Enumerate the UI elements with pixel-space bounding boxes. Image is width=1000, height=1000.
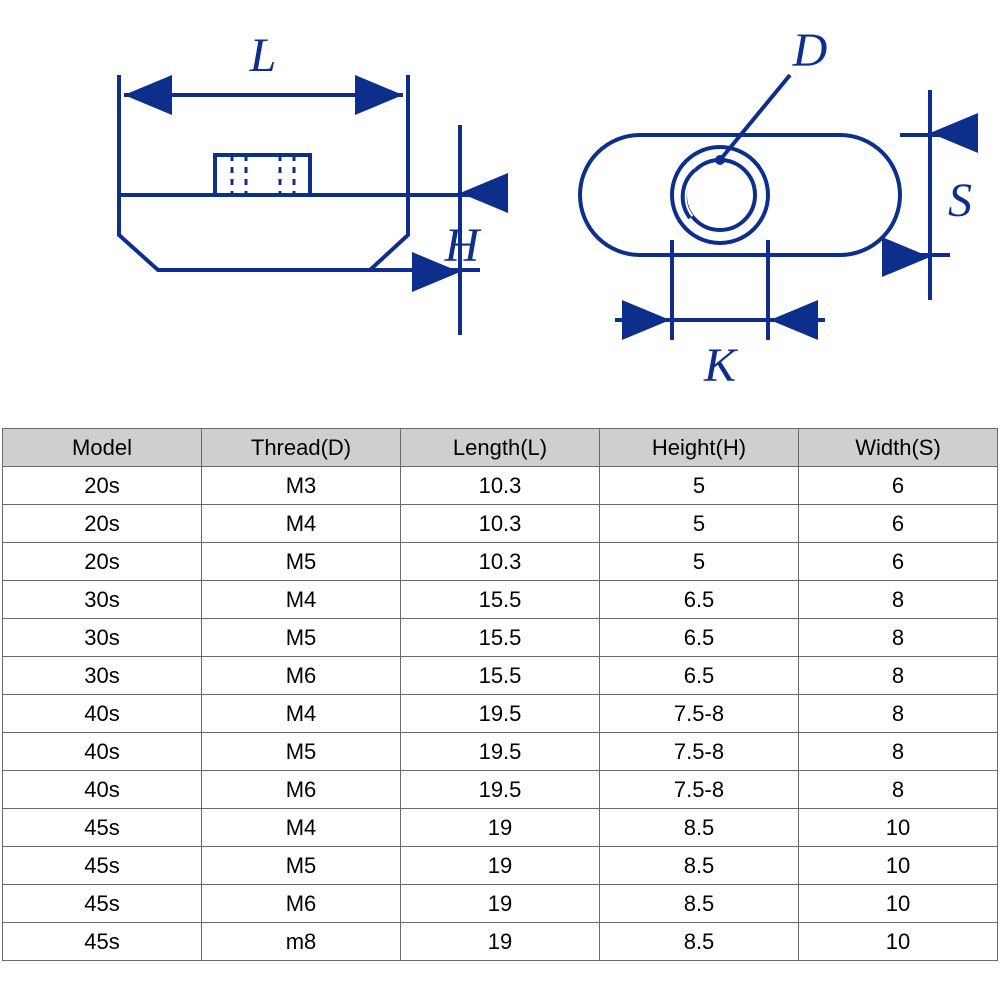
- col-width: Width(S): [799, 429, 998, 467]
- table-row: 45s M5 19 8.5 10: [3, 847, 998, 885]
- label-D: D: [792, 24, 828, 77]
- side-view: [119, 75, 480, 335]
- col-length: Length(L): [401, 429, 600, 467]
- table-body: 20s M3 10.3 5 6 20s M4 10.3 5 6 20s M5 1…: [3, 467, 998, 961]
- table-row: 20s M3 10.3 5 6: [3, 467, 998, 505]
- diagram-svg: L H: [0, 0, 1000, 420]
- table-row: 40s M5 19.5 7.5-8 8: [3, 733, 998, 771]
- table-row: 45s m8 19 8.5 10: [3, 923, 998, 961]
- table-header: Model Thread(D) Length(L) Height(H) Widt…: [3, 429, 998, 467]
- table-row: 30s M6 15.5 6.5 8: [3, 657, 998, 695]
- top-view: [580, 75, 950, 340]
- table-row: 40s M6 19.5 7.5-8 8: [3, 771, 998, 809]
- label-K: K: [703, 339, 739, 392]
- table-row: 20s M4 10.3 5 6: [3, 505, 998, 543]
- table-row: 20s M5 10.3 5 6: [3, 543, 998, 581]
- spec-table: Model Thread(D) Length(L) Height(H) Widt…: [2, 428, 998, 961]
- table-row: 45s M6 19 8.5 10: [3, 885, 998, 923]
- col-height: Height(H): [600, 429, 799, 467]
- technical-diagram: L H: [0, 0, 1000, 420]
- table-row: 40s M4 19.5 7.5-8 8: [3, 695, 998, 733]
- table-row: 30s M4 15.5 6.5 8: [3, 581, 998, 619]
- col-model: Model: [3, 429, 202, 467]
- label-H: H: [444, 219, 482, 272]
- table-row: 30s M5 15.5 6.5 8: [3, 619, 998, 657]
- page: L H: [0, 0, 1000, 1000]
- label-S: S: [948, 174, 972, 227]
- label-L: L: [249, 29, 277, 82]
- col-thread: Thread(D): [202, 429, 401, 467]
- table-row: 45s M4 19 8.5 10: [3, 809, 998, 847]
